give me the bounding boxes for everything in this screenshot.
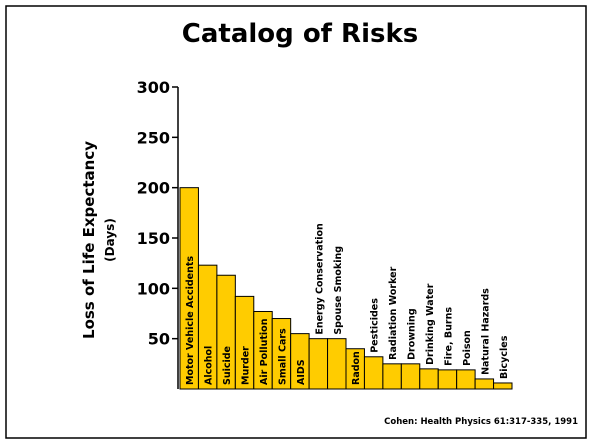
- source-note: Cohen: Health Physics 61:317-335, 1991: [384, 417, 578, 427]
- y-tick-label: 300: [137, 78, 170, 97]
- bar: [308, 338, 329, 390]
- y-tick-label: 200: [137, 179, 170, 198]
- chart-title: Catalog of Risks: [182, 19, 418, 49]
- bar: [327, 338, 347, 390]
- bar-label: Air Pollution: [259, 318, 270, 385]
- bar-label: Poison: [462, 330, 473, 366]
- y-tick-label: 50: [148, 330, 170, 349]
- bar: [474, 378, 495, 390]
- bar-label: Pesticides: [370, 298, 381, 353]
- bar: [419, 368, 439, 390]
- bar: [400, 363, 421, 390]
- bar: [382, 363, 402, 390]
- bar: [493, 382, 513, 390]
- y-axis-unit: (Days): [103, 218, 117, 262]
- bar-label: Fire, Burns: [443, 307, 454, 366]
- bar-label: Radiation Worker: [388, 266, 399, 359]
- bar-label: Drinking Water: [425, 283, 436, 365]
- y-tick-label: 100: [137, 279, 170, 298]
- bar: [456, 369, 476, 390]
- bar: [437, 369, 458, 390]
- y-axis-label: Loss of Life Expectancy: [80, 141, 98, 339]
- bar-label: Drowning: [407, 308, 418, 359]
- bar: [363, 356, 384, 390]
- bar-label: Suicide: [222, 346, 233, 385]
- bar-label: Bicycles: [499, 335, 510, 379]
- bar-label: Spouse Smoking: [333, 246, 344, 335]
- bar-label: Natural Hazards: [480, 288, 491, 375]
- bar-label: Alcohol: [204, 346, 215, 385]
- bar-label: AIDS: [296, 359, 307, 385]
- bar-label: Murder: [241, 346, 252, 385]
- bar-label: Radon: [351, 351, 362, 385]
- bar-label: Energy Conservation: [314, 223, 325, 335]
- y-tick-label: 150: [137, 229, 170, 248]
- bar-label: Motor Vehicle Accidents: [185, 256, 196, 385]
- y-tick-label: 250: [137, 128, 170, 147]
- bar-label: Small Cars: [277, 328, 288, 385]
